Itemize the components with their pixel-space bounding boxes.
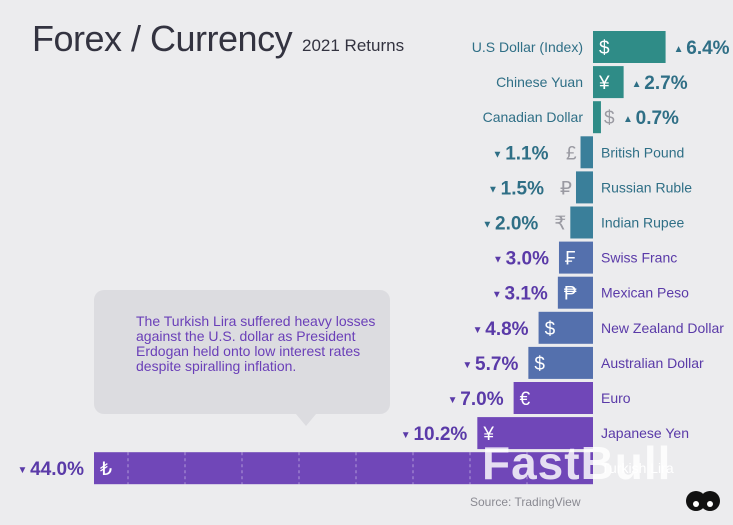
currency-symbol-4: ₽ xyxy=(560,178,572,199)
value-label-4: ▼ 1.5% xyxy=(488,178,544,199)
category-label-5: Indian Rupee xyxy=(601,215,685,231)
value-label-1: ▲ 2.7% xyxy=(632,73,688,94)
currency-symbol-0: $ xyxy=(599,38,610,59)
source-note: Source: TradingView xyxy=(470,495,581,509)
currency-symbol-10: € xyxy=(520,389,531,410)
bar-1 xyxy=(593,66,624,99)
currency-symbol-9: $ xyxy=(534,354,545,375)
currency-symbol-8: $ xyxy=(545,319,556,340)
value-label-5: ▼ 2.0% xyxy=(482,214,538,235)
bar-7 xyxy=(557,276,593,309)
currency-symbol-5: ₹ xyxy=(554,214,566,235)
currency-symbol-12: ₺ xyxy=(100,459,112,480)
category-label-7: Mexican Peso xyxy=(601,285,689,301)
currency-symbol-6: ₣ xyxy=(565,249,576,270)
bar-0 xyxy=(593,31,666,63)
currency-symbol-1: ¥ xyxy=(598,73,610,94)
bar-5 xyxy=(570,206,593,239)
value-label-8: ▼ 4.8% xyxy=(473,319,529,340)
category-label-12: Turkish Lira xyxy=(601,460,674,476)
bar-12 xyxy=(94,452,593,485)
category-label-8: New Zealand Dollar xyxy=(601,320,724,336)
category-label-11: Japanese Yen xyxy=(601,425,689,441)
bar-3 xyxy=(580,136,593,169)
watermark: FastBull xyxy=(482,437,672,489)
value-label-0: ▲ 6.4% xyxy=(674,38,730,59)
callout-box xyxy=(94,290,390,414)
category-label-10: Euro xyxy=(601,390,631,406)
bar-10 xyxy=(513,382,593,414)
bar-2 xyxy=(593,101,601,134)
value-label-3: ▼ 1.1% xyxy=(493,143,549,164)
page-title: Forex / Currency xyxy=(32,18,293,59)
bar-4 xyxy=(575,171,593,204)
value-label-6: ▼ 3.0% xyxy=(493,249,549,270)
category-label-4: Russian Ruble xyxy=(601,179,692,195)
currency-symbol-2: $ xyxy=(604,108,615,129)
value-label-7: ▼ 3.1% xyxy=(492,284,548,305)
bar-6 xyxy=(558,241,593,274)
callout-tail xyxy=(296,414,316,426)
bar-8 xyxy=(538,311,593,344)
category-label-6: Swiss Franc xyxy=(601,250,677,266)
brand-logo-icon xyxy=(684,486,722,521)
value-label-10: ▼ 7.0% xyxy=(448,389,504,410)
category-label-0: U.S Dollar (Index) xyxy=(472,39,583,55)
value-label-9: ▼ 5.7% xyxy=(462,354,518,375)
currency-symbol-11: ¥ xyxy=(482,424,494,445)
bar-11 xyxy=(477,417,593,450)
category-label-9: Australian Dollar xyxy=(601,355,704,371)
currency-symbol-3: £ xyxy=(566,143,577,164)
value-label-12: ▼ 44.0% xyxy=(17,459,84,480)
category-label-3: British Pound xyxy=(601,144,684,160)
callout-text: The Turkish Lira suffered heavy losses a… xyxy=(136,313,376,374)
category-label-1: Chinese Yuan xyxy=(496,74,583,90)
category-label-2: Canadian Dollar xyxy=(483,109,584,125)
page-subtitle: 2021 Returns xyxy=(302,36,405,55)
bar-9 xyxy=(528,346,593,379)
currency-symbol-7: ₱ xyxy=(564,284,577,305)
value-label-11: ▼ 10.2% xyxy=(401,424,468,445)
value-label-2: ▲ 0.7% xyxy=(623,108,679,129)
